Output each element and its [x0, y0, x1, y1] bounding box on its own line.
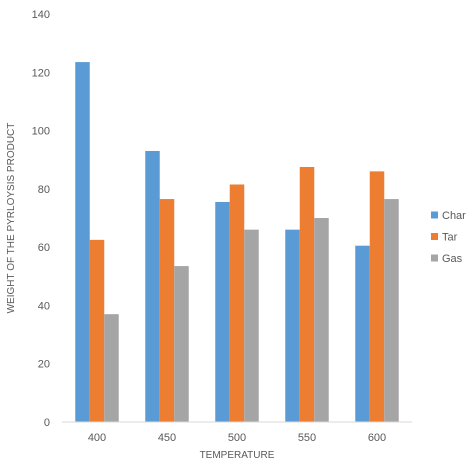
bar-gas-500	[244, 229, 259, 422]
bar-tar-400	[89, 239, 105, 422]
y-tick-label: 100	[32, 126, 50, 138]
x-axis-title: TEMPERATURE	[200, 450, 275, 461]
legend: Char Tar Gas	[431, 210, 466, 265]
x-tick-label-400: 400	[88, 432, 106, 444]
y-tick-label: 20	[38, 359, 50, 371]
x-tick-label-450: 450	[158, 432, 176, 444]
y-tick-label: 60	[38, 242, 50, 254]
bar-tar-450	[159, 199, 175, 422]
legend-swatch-char	[431, 211, 438, 219]
bar-gas-550	[314, 218, 329, 422]
y-tick-label: 80	[38, 184, 50, 196]
x-tick-label-600: 600	[368, 432, 386, 444]
y-tick-label: 40	[38, 300, 50, 312]
legend-swatch-tar	[431, 233, 438, 240]
bar-gas-400	[104, 314, 119, 422]
bar-char-450	[145, 150, 160, 422]
x-tick-labels: 400 450 500 550 600	[88, 432, 386, 444]
bars-group	[75, 62, 399, 422]
y-tick-label: 0	[44, 417, 50, 429]
legend-swatch-gas	[431, 254, 438, 262]
bar-char-550	[285, 229, 300, 422]
bar-char-600	[355, 245, 370, 422]
x-tick-label-500: 500	[228, 432, 246, 444]
legend-label-gas: Gas	[442, 253, 463, 265]
bar-gas-600	[384, 199, 399, 422]
y-tick-label: 140	[32, 9, 50, 21]
bar-char-400	[75, 62, 90, 422]
bar-tar-500	[229, 184, 245, 422]
bar-tar-550	[299, 167, 315, 422]
y-tick-labels: 0 20 40 60 80 100 120 140	[32, 9, 50, 429]
bar-tar-600	[369, 171, 385, 422]
y-axis-title: WEIGHT OF THE PYRLOYSIS PRODUCT	[6, 123, 17, 314]
x-tick-label-550: 550	[298, 432, 316, 444]
bar-gas-450	[174, 266, 189, 422]
legend-label-char: Char	[442, 210, 466, 222]
bar-char-500	[215, 201, 230, 422]
legend-label-tar: Tar	[442, 232, 458, 244]
y-tick-label: 120	[32, 67, 50, 79]
